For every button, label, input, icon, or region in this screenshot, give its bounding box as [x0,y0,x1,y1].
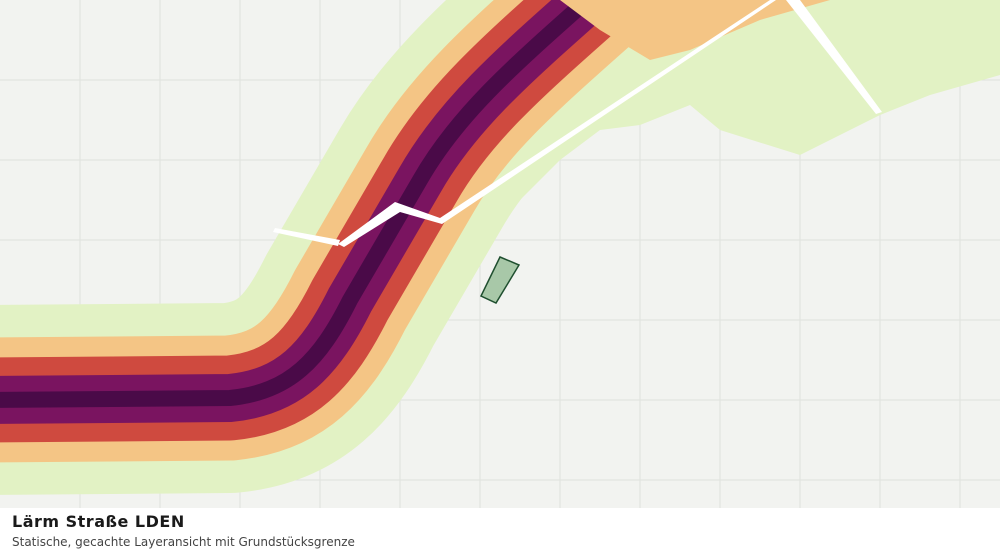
layer-subtitle: Statische, gecachte Layeransicht mit Gru… [12,535,355,549]
noise-road-bands [0,0,703,495]
map [0,0,1000,508]
gaps [273,0,882,247]
parcel-boundary [479,256,521,304]
layer-title: Lärm Straße LDEN [12,512,185,531]
caption: Lärm Straße LDEN Statische, gecachte Lay… [12,512,355,549]
noise-zone-mid [560,0,830,60]
